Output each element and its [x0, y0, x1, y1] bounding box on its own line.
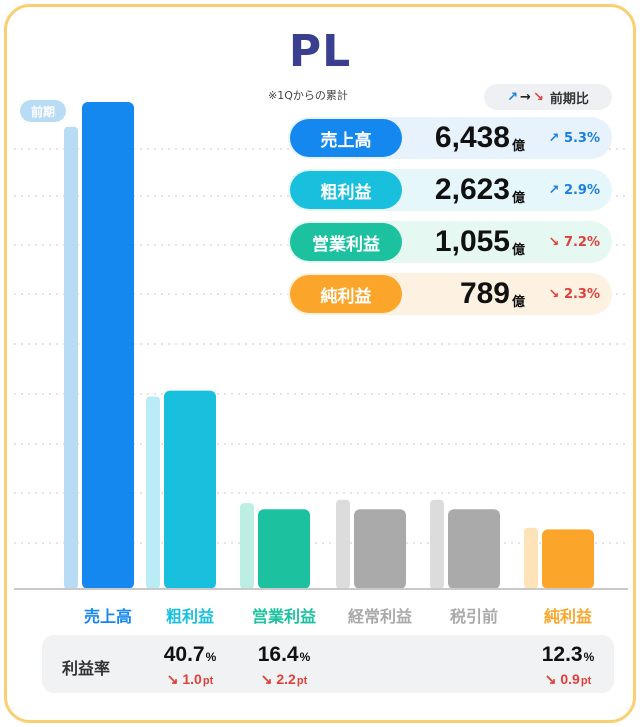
arrow-down-icon: ↘ — [548, 234, 564, 250]
metric-label: 売上高 — [290, 119, 402, 157]
current-bar-0 — [82, 102, 134, 589]
category-label: 粗利益 — [165, 607, 214, 626]
chart-subtitle: ※1Qからの累計 — [268, 89, 348, 102]
yoy-legend-label: 前期比 — [549, 91, 589, 107]
metric-label: 営業利益 — [290, 223, 402, 261]
arrow-up-icon: ↗ — [548, 182, 564, 198]
margin-change-unit: pt — [202, 675, 214, 687]
margin-change-value: 0.9 — [560, 671, 580, 687]
arrow-right-icon: → — [520, 89, 531, 105]
metric-change: 2.9% — [563, 182, 600, 198]
metric-change: 2.3% — [563, 286, 600, 302]
prev-bar-5 — [524, 527, 538, 589]
metric-label: 粗利益 — [290, 171, 402, 209]
category-label: 税引前 — [449, 607, 498, 626]
category-label: 経常利益 — [347, 607, 412, 626]
margin-change-unit: pt — [580, 675, 592, 687]
metric-unit: 億 — [512, 242, 526, 258]
margin-number: 40.7 — [163, 643, 205, 666]
margin-unit: % — [205, 650, 217, 664]
margin-number: 12.3 — [541, 643, 583, 666]
margin-change: ↘ 0.9pt — [520, 671, 616, 688]
arrow-down-icon: ↘ — [544, 671, 561, 687]
prev-period-label: 前期 — [20, 100, 66, 122]
metric-value: 1,055 — [434, 225, 510, 258]
metric-value: 789 — [459, 277, 510, 310]
margin-change-unit: pt — [296, 675, 308, 687]
arrow-down-icon: ↘ — [260, 671, 277, 687]
metric-change-group: ↘ 2.3% — [549, 287, 600, 302]
chart-title: PL — [288, 26, 352, 77]
arrow-up-icon: ↗ — [548, 130, 564, 146]
category-label: 売上高 — [83, 607, 132, 626]
category-label: 営業利益 — [251, 607, 316, 626]
prev-bar-4 — [430, 499, 444, 589]
margin-value: 16.4% — [236, 643, 332, 667]
prev-bar-3 — [336, 499, 350, 589]
current-bar-5 — [542, 529, 594, 589]
arrow-up-icon: ↗ — [507, 89, 519, 105]
margin-unit: % — [299, 650, 311, 664]
metric-change: 7.2% — [563, 234, 600, 250]
metric-label: 純利益 — [290, 275, 402, 313]
metric-change-group: ↗ 5.3% — [549, 131, 600, 146]
margin-value: 12.3% — [520, 643, 616, 667]
current-bar-4 — [448, 509, 500, 589]
metric-change-group: ↗ 2.9% — [549, 183, 600, 198]
metric-row: 営業利益 1,055 億 ↘ 7.2% — [288, 221, 612, 263]
margin-number: 16.4 — [257, 643, 299, 666]
margin-panel — [42, 635, 614, 693]
margin-change-value: 2.2 — [276, 671, 296, 687]
metric-row: 純利益 789 億 ↘ 2.3% — [288, 273, 612, 315]
metric-unit: 億 — [512, 138, 526, 154]
prev-bar-1 — [146, 396, 160, 589]
arrow-down-icon: ↘ — [532, 89, 544, 105]
margin-unit: % — [583, 650, 595, 664]
margin-change: ↘ 1.0pt — [142, 671, 238, 688]
current-bar-2 — [258, 509, 310, 589]
margin-title: 利益率 — [62, 659, 111, 678]
margin-change: ↘ 2.2pt — [236, 671, 332, 688]
prev-bar-0 — [64, 126, 78, 589]
prev-bar-2 — [240, 503, 254, 589]
metric-value: 6,438 — [434, 121, 510, 154]
category-label: 純利益 — [543, 607, 592, 626]
metric-row: 売上高 6,438 億 ↗ 5.3% — [288, 117, 612, 159]
metric-change-group: ↘ 7.2% — [549, 235, 600, 250]
metric-value: 2,623 — [434, 173, 510, 206]
current-bar-1 — [164, 390, 216, 589]
metric-change: 5.3% — [563, 130, 600, 146]
margin-value: 40.7% — [142, 643, 238, 667]
arrow-down-icon: ↘ — [166, 671, 183, 687]
metric-row: 粗利益 2,623 億 ↗ 2.9% — [288, 169, 612, 211]
margin-change-value: 1.0 — [182, 671, 202, 687]
yoy-legend: ↗ → ↘ 前期比 — [484, 84, 612, 110]
metric-unit: 億 — [512, 294, 526, 310]
current-bar-3 — [354, 509, 406, 589]
arrow-down-icon: ↘ — [548, 286, 564, 302]
metric-unit: 億 — [512, 190, 526, 206]
